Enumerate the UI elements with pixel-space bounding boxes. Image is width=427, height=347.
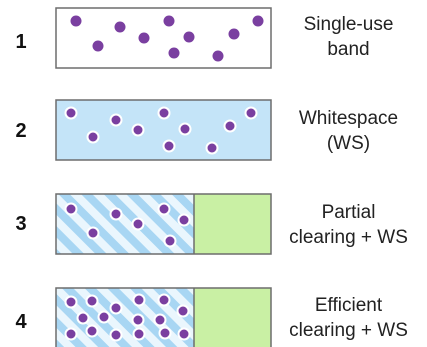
band-4-dot	[64, 327, 78, 341]
band-4-dot	[85, 324, 99, 338]
row-number-1: 1	[15, 31, 27, 53]
row-label-2-line-1: Whitespace	[298, 108, 399, 129]
band-2-dots	[64, 106, 258, 155]
band-4-dot	[153, 313, 167, 327]
band-4-dot	[157, 293, 171, 307]
band-1-dot	[228, 28, 240, 40]
row-number-4: 4	[15, 311, 27, 333]
band-1	[55, 7, 272, 69]
band-1-dot	[183, 31, 195, 43]
band-1-dot	[138, 32, 150, 44]
row-label-1-line-2: band	[327, 39, 370, 60]
band-4	[55, 287, 272, 347]
band-4-box	[55, 287, 272, 347]
band-4-dot	[132, 327, 146, 341]
band-3-dot	[64, 202, 78, 216]
band-3-dot	[109, 207, 123, 221]
band-4-dot	[176, 304, 190, 318]
band-4-dot	[76, 311, 90, 325]
band-2-dot	[205, 141, 219, 155]
band-4-dot	[85, 294, 99, 308]
row-label-1-line-1: Single-use	[303, 14, 394, 35]
band-2-dot	[178, 122, 192, 136]
band-4-dot	[109, 328, 123, 342]
band-2-dot	[86, 130, 100, 144]
band-3	[55, 193, 272, 255]
band-4-dots	[64, 293, 191, 342]
band-1-dot	[92, 40, 104, 52]
band-4-dot	[97, 310, 111, 324]
band-4-dot	[132, 293, 146, 307]
band-2-dot	[131, 123, 145, 137]
band-3-dot	[86, 226, 100, 240]
band-3-dot	[157, 202, 171, 216]
row-label-1: Single-use band	[270, 12, 427, 62]
row-label-4: Efficient clearing + WS	[270, 293, 427, 343]
band-4-dot	[131, 313, 145, 327]
row-label-4-line-2: clearing + WS	[289, 320, 408, 341]
band-2	[55, 99, 272, 161]
band-2-dot	[157, 106, 171, 120]
band-3-box	[55, 193, 272, 255]
band-3-cleared-region	[194, 194, 271, 254]
band-1-dots	[70, 15, 264, 62]
band-4-dot	[177, 327, 191, 341]
band-2-dot	[109, 113, 123, 127]
row-label-2-line-2: (WS)	[326, 133, 371, 154]
band-1-dot	[252, 15, 264, 27]
row-number-3: 3	[15, 213, 27, 235]
row-label-2: Whitespace (WS)	[270, 106, 427, 156]
band-1-dot	[114, 21, 126, 33]
band-4-dot	[64, 295, 78, 309]
band-4-cleared-region	[194, 288, 271, 347]
row-label-3-line-1: Partial	[321, 202, 376, 223]
band-2-dot	[244, 106, 258, 120]
band-3-dot	[177, 213, 191, 227]
band-4-dot	[158, 326, 172, 340]
band-2-dot	[64, 106, 78, 120]
band-3-dot	[131, 217, 145, 231]
band-1-box	[55, 7, 272, 69]
band-1-dot	[168, 47, 180, 59]
band-2-dot	[223, 119, 237, 133]
band-3-dots	[64, 202, 191, 248]
band-3-dot	[163, 234, 177, 248]
row-label-3: Partial clearing + WS	[270, 200, 427, 250]
row-number-2: 2	[15, 120, 27, 142]
band-1-dot	[212, 50, 224, 62]
row-label-4-line-1: Efficient	[314, 295, 383, 316]
band-2-dot	[162, 139, 176, 153]
band-1-dot	[70, 15, 82, 27]
band-1-dot	[163, 15, 175, 27]
row-label-3-line-2: clearing + WS	[289, 227, 408, 248]
band-4-dot	[109, 301, 123, 315]
